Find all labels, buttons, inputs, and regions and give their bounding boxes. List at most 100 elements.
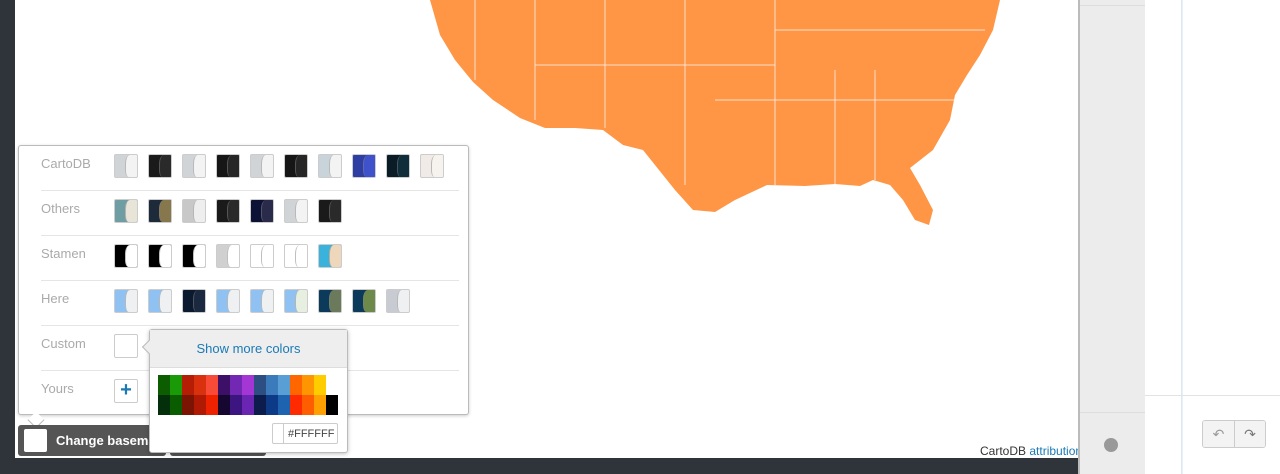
basemap-thumbnail[interactable] [148, 289, 172, 313]
bottom-bar [0, 458, 1078, 474]
us-states-layer [430, 0, 1000, 225]
basemap-row-cartodb: CartoDB [41, 146, 459, 191]
palette-color-swatch[interactable] [290, 395, 302, 415]
basemap-thumbnail[interactable] [148, 154, 172, 178]
basemap-thumbnail[interactable] [182, 154, 206, 178]
basemap-thumbnail[interactable] [318, 244, 342, 268]
basemap-row-label: Others [41, 201, 81, 216]
us-states-polygon [430, 0, 1000, 225]
basemap-thumbnail[interactable] [216, 289, 240, 313]
palette-color-swatch[interactable] [242, 375, 254, 395]
palette-color-swatch[interactable] [206, 395, 218, 415]
palette-color-swatch[interactable] [218, 395, 230, 415]
attribution-link[interactable]: attribution [1029, 444, 1083, 458]
color-picker-popup: Show more colors #FFFFFF [141, 329, 348, 453]
basemap-thumbnail[interactable] [250, 154, 274, 178]
palette-color-swatch[interactable] [314, 395, 326, 415]
basemap-thumbnail[interactable] [250, 244, 274, 268]
change-basemap-label: Change basemap [56, 433, 164, 448]
basemap-row-here: Here [41, 281, 459, 326]
palette-color-swatch[interactable] [158, 395, 170, 415]
palette-color-swatch[interactable] [170, 375, 182, 395]
palette-color-swatch[interactable] [266, 395, 278, 415]
basemap-row-others: Others [41, 191, 459, 236]
hex-value: #FFFFFF [288, 428, 335, 440]
basemap-thumbnail[interactable] [148, 199, 172, 223]
basemap-thumbnail[interactable] [182, 199, 206, 223]
palette-color-swatch[interactable] [194, 375, 206, 395]
color-palette [158, 375, 338, 415]
basemap-thumbnail[interactable] [250, 289, 274, 313]
basemap-thumbnail[interactable] [114, 199, 138, 223]
basemap-thumbnail[interactable] [318, 199, 342, 223]
palette-color-swatch[interactable] [182, 375, 194, 395]
change-basemap-button[interactable]: Change basemap [18, 425, 166, 456]
basemap-row-label: Here [41, 291, 70, 306]
basemap-thumbnail[interactable] [182, 289, 206, 313]
map-attribution: CartoDB attribution [975, 443, 1088, 458]
basemap-selector-panel: CartoDB Others Stamen Here Custom Yours + [18, 145, 469, 415]
side-panel: ↶ ↷ [1145, 0, 1280, 474]
basemap-thumbnail[interactable] [148, 244, 172, 268]
basemap-thumbnail[interactable] [318, 289, 342, 313]
basemap-thumbnail[interactable] [284, 154, 308, 178]
basemap-row-label: CartoDB [41, 156, 91, 171]
basemap-color-swatch [24, 429, 47, 452]
palette-color-swatch[interactable] [194, 395, 206, 415]
custom-color-swatch[interactable] [114, 334, 138, 358]
undo-button[interactable]: ↶ [1203, 421, 1234, 447]
palette-color-swatch[interactable] [302, 375, 314, 395]
add-basemap-button[interactable]: + [114, 379, 138, 403]
palette-color-swatch[interactable] [278, 375, 290, 395]
basemap-row-label: Custom [41, 336, 86, 351]
hex-color-input[interactable]: #FFFFFF [272, 423, 338, 444]
palette-color-swatch[interactable] [266, 375, 278, 395]
basemap-thumbnail[interactable] [114, 154, 138, 178]
palette-color-swatch[interactable] [254, 395, 266, 415]
palette-color-swatch[interactable] [326, 395, 338, 415]
basemap-row-label: Yours [41, 381, 74, 396]
palette-color-swatch[interactable] [158, 375, 170, 395]
palette-color-swatch [326, 375, 338, 395]
basemap-thumbnail[interactable] [352, 154, 376, 178]
palette-color-swatch[interactable] [242, 395, 254, 415]
basemap-thumbnail[interactable] [284, 289, 308, 313]
basemap-thumbnail[interactable] [216, 199, 240, 223]
palette-color-swatch[interactable] [230, 395, 242, 415]
palette-color-swatch[interactable] [206, 375, 218, 395]
panel-guide-line [1181, 0, 1183, 474]
add-marker-icon[interactable] [1104, 438, 1118, 452]
palette-color-swatch[interactable] [254, 375, 266, 395]
basemap-thumbnail[interactable] [250, 199, 274, 223]
palette-color-swatch[interactable] [290, 375, 302, 395]
right-sidebar [1078, 0, 1145, 474]
state-borders [474, 0, 985, 185]
palette-color-swatch[interactable] [182, 395, 194, 415]
basemap-thumbnail[interactable] [284, 199, 308, 223]
basemap-row-stamen: Stamen [41, 236, 459, 281]
panel-divider [1145, 395, 1280, 396]
basemap-thumbnail[interactable] [114, 289, 138, 313]
palette-color-swatch[interactable] [302, 395, 314, 415]
basemap-thumbnail[interactable] [284, 244, 308, 268]
basemap-thumbnail[interactable] [114, 244, 138, 268]
hex-color-preview [273, 424, 284, 443]
undo-redo-group: ↶ ↷ [1202, 420, 1266, 448]
basemap-thumbnail[interactable] [352, 289, 376, 313]
palette-color-swatch[interactable] [278, 395, 290, 415]
basemap-thumbnail[interactable] [318, 154, 342, 178]
basemap-thumbnail[interactable] [216, 154, 240, 178]
attribution-prefix: CartoDB [980, 444, 1027, 458]
show-more-colors-link[interactable]: Show more colors [150, 330, 347, 368]
basemap-thumbnail[interactable] [216, 244, 240, 268]
basemap-thumbnail[interactable] [182, 244, 206, 268]
basemap-thumbnail[interactable] [386, 289, 410, 313]
redo-button[interactable]: ↷ [1234, 421, 1265, 447]
basemap-thumbnail[interactable] [420, 154, 444, 178]
palette-color-swatch[interactable] [170, 395, 182, 415]
palette-color-swatch[interactable] [314, 375, 326, 395]
basemap-row-label: Stamen [41, 246, 86, 261]
basemap-thumbnail[interactable] [386, 154, 410, 178]
palette-color-swatch[interactable] [230, 375, 242, 395]
palette-color-swatch[interactable] [218, 375, 230, 395]
